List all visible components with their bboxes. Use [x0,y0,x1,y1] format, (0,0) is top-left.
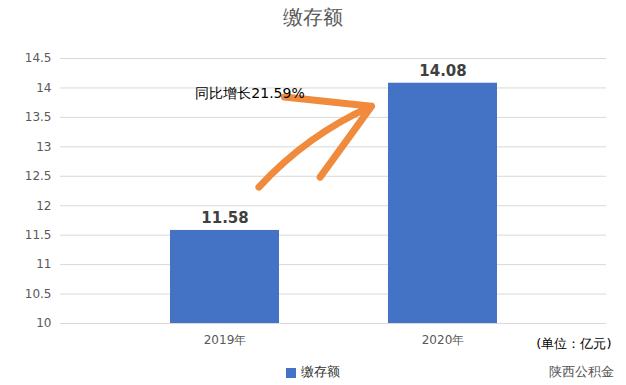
svg-text:14: 14 [36,81,51,95]
svg-text:14.5: 14.5 [25,51,52,65]
html-text:陕西公积金: 陕西公积金 [549,364,614,379]
html-text:缴存额: 缴存额 [301,364,340,379]
html-text:缴存额: 缴存额 [283,5,343,29]
svg-text:2019年: 2019年 [204,333,247,347]
svg-text:11.5: 11.5 [25,228,52,242]
svg-text:14.08: 14.08 [419,62,466,80]
svg-text:10.5: 10.5 [25,287,52,301]
svg-text:11: 11 [36,257,51,271]
svg-text:同比增长21.59%: 同比增长21.59% [195,85,304,101]
svg-text:2020年: 2020年 [422,333,465,347]
svg-text:(单位：亿元): (单位：亿元) [536,336,611,351]
svg-text:10: 10 [36,316,51,330]
svg-text:13: 13 [36,140,51,154]
svg-text:13.5: 13.5 [25,110,52,124]
svg-text:11.58: 11.58 [201,209,248,227]
svg-text:12.5: 12.5 [25,169,52,183]
svg-text:12: 12 [36,199,51,213]
